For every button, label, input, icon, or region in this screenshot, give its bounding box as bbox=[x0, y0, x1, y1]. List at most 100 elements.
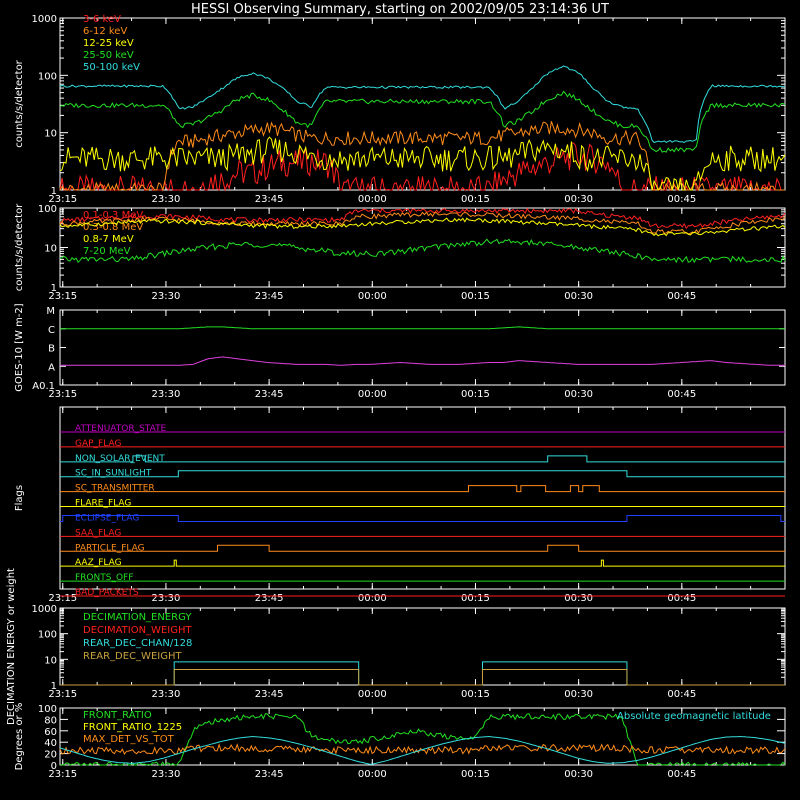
annotation-geomagnetic: Absolute geomagnetic latitude bbox=[617, 711, 771, 722]
panel-6: 23:15 23:30 23:45 00:00 00:15 00:30 00:45 Degre… bbox=[14, 703, 786, 780]
time-tick-label: 23:45 bbox=[255, 689, 284, 700]
time-tick-label: 00:15 bbox=[461, 194, 490, 205]
legend-entry: 25-50 keV bbox=[83, 50, 134, 61]
y-axis-label: GOES-10 [W m-2] bbox=[14, 303, 25, 391]
series-line-1 bbox=[59, 121, 785, 192]
time-tick-label: 23:45 bbox=[255, 389, 284, 400]
time-tick-label: 00:30 bbox=[564, 389, 593, 400]
y-tick-label: 100 bbox=[38, 71, 57, 82]
flag-label: AAZ_FLAG bbox=[75, 558, 122, 568]
y-tick-label: 80 bbox=[44, 715, 57, 726]
time-tick-label: 00:15 bbox=[461, 389, 490, 400]
series-line-0 bbox=[60, 326, 785, 330]
time-tick-label: 23:45 bbox=[255, 194, 284, 205]
y-tick-label: 10 bbox=[44, 655, 57, 666]
panel-4: 23:15 23:30 23:45 00:00 00:15 00:30 00:45 Flags… bbox=[14, 406, 786, 604]
y-tick-label: 40 bbox=[44, 738, 57, 749]
time-tick-label: 23:45 bbox=[255, 769, 284, 780]
flag-label: FLARE_FLAG bbox=[75, 499, 131, 509]
flag-line-8 bbox=[60, 544, 785, 552]
legend-entry: REAR_DEC_CHAN/128 bbox=[83, 638, 192, 649]
y-tick-label: C bbox=[48, 325, 55, 336]
y-tick-label: 10 bbox=[44, 129, 57, 140]
legend-entry: 12-25 keV bbox=[83, 38, 134, 49]
y-tick-label: B bbox=[48, 344, 55, 355]
flag-label: ATTENUATOR_STATE bbox=[75, 424, 167, 434]
time-tick-label: 00:15 bbox=[461, 689, 490, 700]
series-line-3 bbox=[59, 238, 786, 264]
series-line-4 bbox=[59, 65, 786, 144]
time-tick-label: 23:15 bbox=[48, 769, 77, 780]
time-tick-label: 23:15 bbox=[48, 389, 77, 400]
series-line-2 bbox=[59, 136, 786, 191]
legend-entry: 0.3-0.8 MeV bbox=[83, 222, 143, 233]
legend-entry: 3-6 keV bbox=[83, 14, 121, 25]
flag-line-4 bbox=[60, 485, 785, 493]
time-tick-label: 00:30 bbox=[564, 291, 593, 302]
y-tick-label: 0 bbox=[51, 761, 57, 772]
y-tick-label: 10 bbox=[44, 244, 57, 255]
time-tick-label: 23:30 bbox=[152, 194, 181, 205]
panel-frame bbox=[59, 309, 786, 386]
legend-entry: MAX_DET_VS_TOT bbox=[83, 734, 175, 745]
panel-frame bbox=[59, 406, 786, 590]
legend-entry: DECIMATION_WEIGHT bbox=[83, 625, 192, 636]
decimation-line-3 bbox=[60, 669, 785, 686]
flag-label: PARTICLE_FLAG bbox=[75, 543, 145, 553]
flag-label: SC_IN_SUNLIGHT bbox=[75, 469, 152, 479]
y-tick-label: 1000 bbox=[32, 604, 57, 615]
series-line-2 bbox=[59, 743, 786, 755]
time-tick-label: 00:15 bbox=[461, 593, 490, 604]
time-tick-label: 23:30 bbox=[152, 769, 181, 780]
flag-line-9 bbox=[60, 559, 785, 567]
flag-line-2 bbox=[60, 455, 785, 463]
flag-label: BAD_PACKETS bbox=[75, 588, 139, 598]
y-tick-label: 1 bbox=[51, 186, 57, 197]
time-tick-label: 00:00 bbox=[358, 291, 387, 302]
series-line-2 bbox=[59, 217, 786, 237]
flag-label: SC_TRANSMITTER bbox=[75, 484, 155, 494]
panel-frame bbox=[59, 707, 786, 766]
panel-2: 23:15 23:30 23:45 00:00 00:15 00:30 00:45 count… bbox=[14, 203, 786, 302]
series-line-0 bbox=[59, 713, 786, 766]
time-tick-label: 00:30 bbox=[564, 194, 593, 205]
time-tick-label: 00:15 bbox=[461, 769, 490, 780]
time-tick-label: 00:30 bbox=[564, 593, 593, 604]
y-axis-label: counts/s/detector bbox=[14, 59, 25, 147]
y-axis-label: Flags bbox=[14, 485, 25, 511]
time-tick-label: 23:45 bbox=[255, 593, 284, 604]
time-tick-label: 23:15 bbox=[48, 291, 77, 302]
y-tick-label: A0.1 bbox=[32, 381, 55, 392]
time-tick-label: 23:45 bbox=[255, 291, 284, 302]
y-tick-label: 1000 bbox=[32, 14, 57, 25]
y-tick-label: 1 bbox=[51, 283, 57, 294]
time-tick-label: 00:30 bbox=[564, 689, 593, 700]
flag-label: ECLIPSE_FLAG bbox=[75, 513, 139, 523]
time-tick-label: 23:30 bbox=[152, 689, 181, 700]
time-tick-label: 23:15 bbox=[48, 689, 77, 700]
flag-line-3 bbox=[60, 470, 785, 478]
time-tick-label: 23:30 bbox=[152, 593, 181, 604]
panel-1: 23:15 23:30 23:45 00:00 00:15 00:30 00:45 count… bbox=[14, 14, 786, 205]
panel-frame bbox=[59, 17, 786, 191]
series-line-3 bbox=[59, 90, 786, 153]
legend-entry: 0.1-0.3 MeV bbox=[83, 210, 143, 221]
time-tick-label: 00:45 bbox=[667, 689, 696, 700]
time-tick-label: 00:15 bbox=[461, 291, 490, 302]
time-tick-label: 23:15 bbox=[48, 194, 77, 205]
y-tick-label: 1 bbox=[51, 681, 57, 692]
legend-entry: 0.8-7 MeV bbox=[83, 234, 134, 245]
time-tick-label: 00:00 bbox=[358, 769, 387, 780]
figure-title: HESSI Observing Summary, starting on 200… bbox=[191, 2, 609, 17]
legend-entry: 6-12 keV bbox=[83, 26, 127, 37]
flag-label: GAP_FLAG bbox=[75, 439, 121, 449]
series-line-0 bbox=[60, 207, 786, 230]
y-tick-label: 20 bbox=[44, 750, 57, 761]
time-tick-label: 00:00 bbox=[358, 593, 387, 604]
y-tick-label: A bbox=[48, 362, 55, 373]
time-tick-label: 00:45 bbox=[667, 593, 696, 604]
time-tick-label: 23:30 bbox=[152, 291, 181, 302]
time-tick-label: 00:30 bbox=[564, 769, 593, 780]
time-tick-label: 00:45 bbox=[667, 389, 696, 400]
legend-entry: FRONT_RATIO bbox=[83, 710, 152, 721]
